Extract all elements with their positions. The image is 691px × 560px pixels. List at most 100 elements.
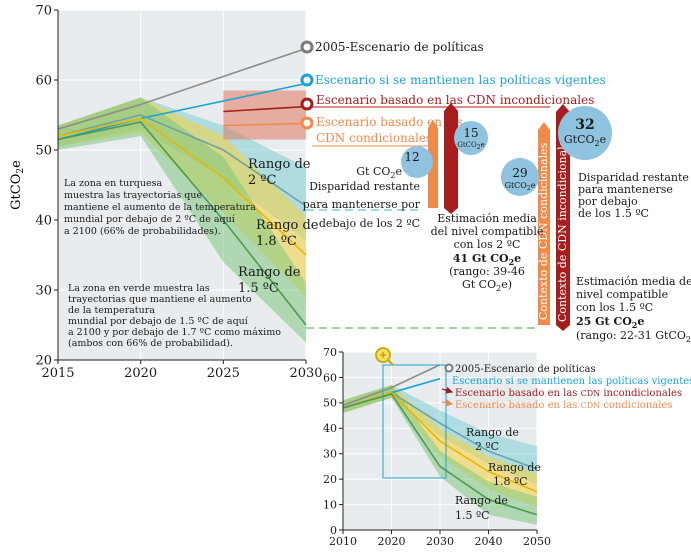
cdn-unconditional-marker	[300, 97, 314, 111]
series-line	[223, 122, 307, 127]
main-axes	[57, 10, 306, 361]
estimate-15c-line: con los 1.5 ºC	[576, 301, 653, 314]
gap-bar-2c-conditional	[428, 120, 438, 208]
inset-policies-2005-label: 2005-Escenario de políticas	[455, 364, 596, 375]
inset-y-ticks: 0 10 20 30 40 50 60 70	[323, 346, 343, 537]
y-tick-label: 70	[323, 346, 337, 359]
estimate-2c-line: del nivel compatible	[431, 225, 544, 238]
gap-15c-text: Disparidad restante para mantenerse por …	[578, 171, 689, 220]
x-tick-label: 2020	[378, 535, 406, 548]
range-18c-label-line2: 1.8 ºC	[256, 234, 297, 249]
y-tick-label: 70	[35, 4, 52, 19]
gap-bubbles: 12 Gt CO2e 15 GtCO2e 29 GtCO2e 32 GtCO2e	[356, 106, 612, 196]
note-green-line: trayectorias que mantiene el aumento	[68, 294, 252, 305]
main-y-ticks: 20 30 40 50 60 70	[35, 4, 58, 369]
bubble-15-value: 15	[463, 126, 478, 140]
estimate-15c-range: (rango: 22-31 GtCO2e)	[576, 329, 691, 344]
policies-2005-label: 2005-Escenario de políticas	[315, 40, 484, 54]
x-tick-label: 2050	[523, 535, 551, 548]
estimate-2c-text: Estimación media del nivel compatible co…	[431, 212, 544, 293]
gap-15c-line: Disparidad restante	[578, 171, 689, 184]
gap-2c-line: para mantenerse por	[303, 198, 421, 211]
inset-range-labels: Rango de 2 ºC Rango de 1.8 ºC Rango de 1…	[455, 426, 541, 522]
range-15c-label-line1: Rango de	[238, 265, 301, 280]
note-turquoise-line: mantiene el aumento de la temperatura	[64, 202, 256, 213]
range-labels: Rango de 2 ºC Rango de 1.8 ºC Rango de 1…	[238, 157, 319, 296]
inset-range-2c-line2: 2 ºC	[475, 440, 499, 453]
gap-bars: Contexto de CDN condicionales Contexto d…	[428, 103, 570, 331]
inset-range-2c-line1: Rango de	[466, 426, 519, 439]
estimate-15c-value: 25 Gt CO2e	[576, 315, 644, 330]
bubble-29-value: 29	[512, 166, 527, 180]
inset-range-18c-line2: 1.8 ºC	[493, 475, 528, 488]
inset-cdn-conditional-arrow	[441, 399, 454, 407]
inset-x-ticks: 2010 2020 2030 2040 2050	[329, 530, 551, 548]
note-green-line: a 2100 y por debajo de 1.7 ºC como máxim…	[68, 327, 281, 338]
context-conditional-label: Contexto de CDN condicionales	[537, 142, 550, 320]
gap-15c-line: para mantenerse	[578, 183, 673, 196]
note-green-line: de la temperatura	[68, 305, 155, 316]
y-tick-label: 20	[323, 473, 337, 486]
bubble-12	[401, 146, 433, 178]
inset-current-policies-label: Escenario si se mantienen las políticas …	[452, 376, 691, 387]
y-tick-label: 40	[35, 214, 52, 229]
inset-scenario-labels: 2005-Escenario de políticas Escenario si…	[441, 363, 691, 411]
y-tick-label: 30	[323, 448, 337, 461]
x-tick-label: 2030	[426, 535, 454, 548]
estimate-15c-line: nivel compatible	[576, 288, 668, 301]
x-tick-label: 2030	[289, 366, 322, 381]
inset-policies-2005-marker	[444, 363, 454, 373]
x-tick-label: 2015	[41, 366, 74, 381]
y-tick-label: 60	[323, 371, 337, 384]
inset-zoom-box	[382, 364, 447, 479]
range-2c-label-line1: Rango de	[248, 157, 311, 172]
x-tick-label: 2025	[207, 366, 240, 381]
range-18c-label-line1: Rango de	[256, 218, 319, 233]
gap-bar-2c-unconditional	[444, 103, 458, 214]
cdn-conditional-label-line1: Escenario basado en las	[316, 115, 463, 129]
bubble-15-unit: GtCO2e	[457, 141, 484, 151]
cdn-conditional-label-line2: CDN condicionales	[316, 131, 432, 145]
inset-range-15c-line1: Rango de	[455, 494, 508, 507]
inset-series-lines	[342, 363, 538, 516]
note-green-line: (ambos con 66% de probabilidad).	[68, 338, 233, 349]
gap-bar-15c-conditional	[538, 122, 550, 325]
magnifier-plus-icon	[375, 347, 394, 366]
range-15c-label-line2: 1.5 ºC	[238, 281, 279, 296]
note-turquoise-line: muestra las trayectorias que	[64, 190, 202, 201]
estimate-2c-range-tail: Gt CO2e)	[462, 278, 512, 293]
gap-2c-line: debajo de los 2 ºC	[319, 217, 420, 230]
inset-range-band	[343, 385, 537, 508]
policies-2005-marker	[300, 40, 314, 54]
series-line	[57, 114, 307, 207]
cdn-unconditional-label: Escenario basado en las CDN incondiciona…	[316, 93, 594, 107]
bubble-29	[501, 158, 539, 196]
y-tick-label: 40	[323, 422, 337, 435]
estimate-15c-text: Estimación media del nivel compatible co…	[576, 275, 691, 344]
context-unconditional-label: Contexto de CDN incondicionales	[556, 134, 569, 322]
note-green-line: mundial por debajo de 1.5 ºC de aquí	[68, 316, 249, 327]
x-tick-label: 2040	[475, 535, 503, 548]
y-tick-label: 50	[35, 144, 52, 159]
main-range-bands	[58, 90, 306, 343]
note-green-line: La zona en verde muestra las	[68, 283, 210, 294]
note-turquoise-line: a 2100 (66% de probabilidades).	[64, 226, 221, 237]
series-line	[342, 393, 538, 516]
series-line	[57, 47, 307, 130]
current-policies-marker	[300, 73, 314, 87]
inset-range-band	[343, 385, 537, 525]
gap-15c-line: de los 1.5 ºC	[578, 207, 649, 220]
x-tick-label: 2010	[329, 535, 357, 548]
gap-2c-line: Disparidad restante	[309, 180, 420, 193]
range-2c-label-line2: 2 ºC	[248, 173, 277, 188]
estimate-2c-line: Estimación media	[437, 212, 537, 225]
main-x-ticks: 2015 2020 2025 2030	[41, 360, 323, 381]
current-policies-label: Escenario si se mantienen las políticas …	[315, 73, 606, 87]
y-tick-label: 30	[35, 284, 52, 299]
inset-cdn-conditional-label: Escenario basado en las CDN condicionale…	[455, 400, 672, 411]
inset-cdn-unconditional-label: Escenario basado en las CDN incondiciona…	[455, 388, 682, 399]
cdn-conditional-marker	[300, 116, 314, 130]
bubble-32	[558, 106, 612, 160]
